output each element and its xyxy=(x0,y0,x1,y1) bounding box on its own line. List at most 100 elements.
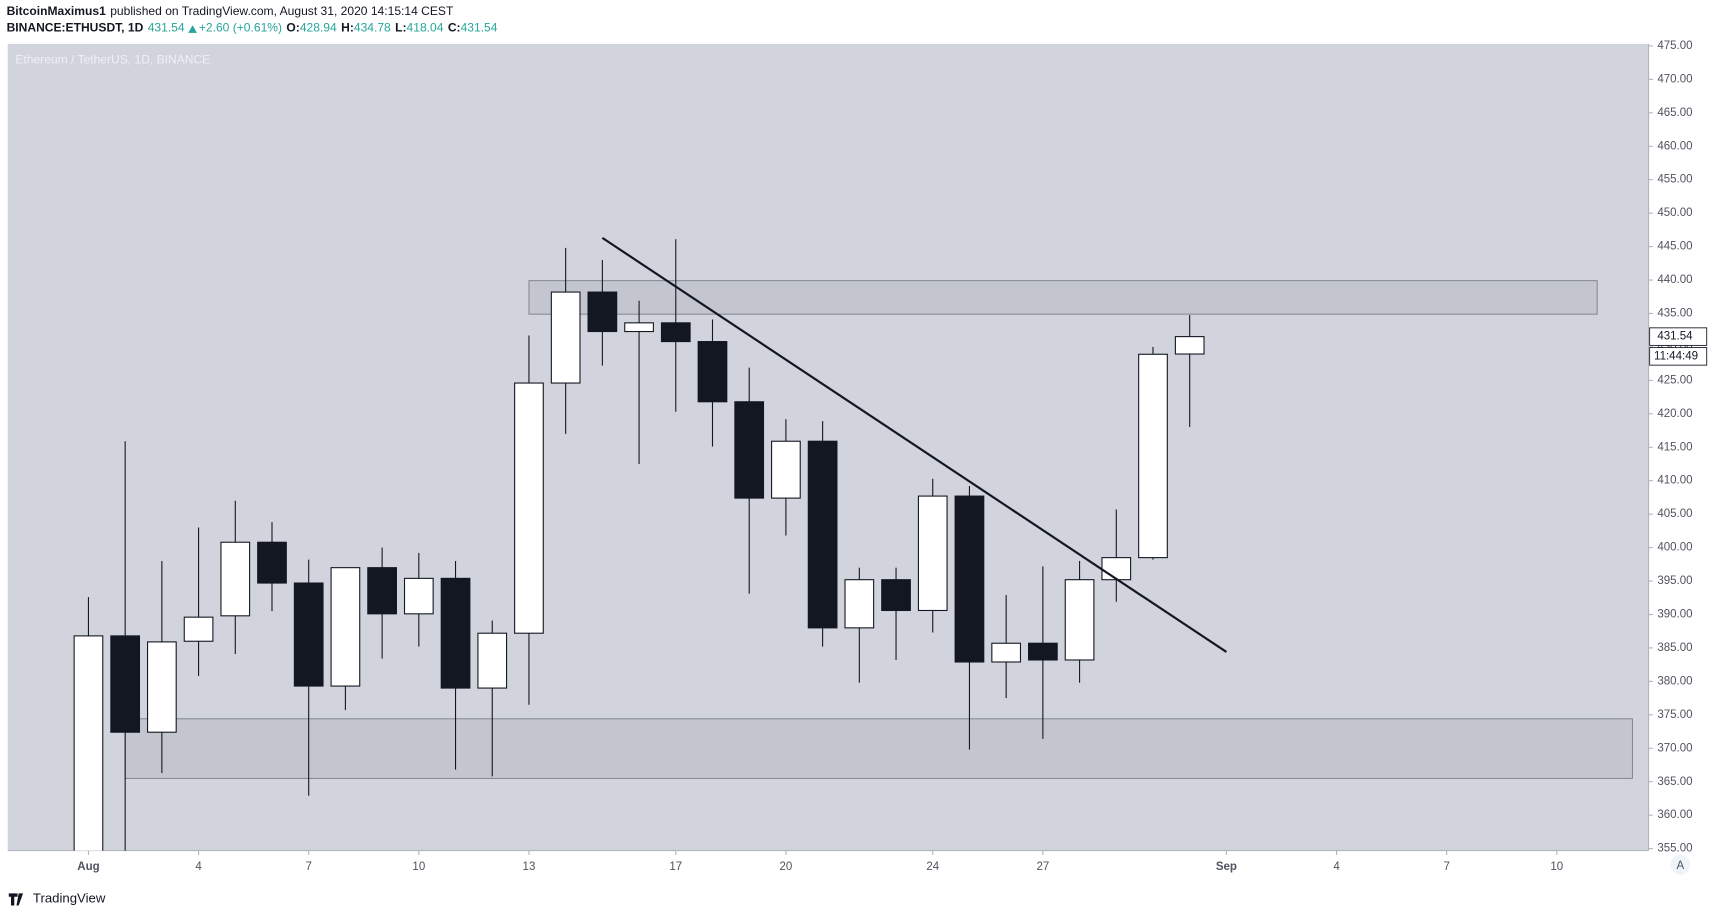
candle-body xyxy=(1101,557,1132,581)
y-tick-label: 360.00 xyxy=(1657,809,1692,821)
price-label: 431.54 xyxy=(1657,331,1693,343)
y-tick-label: 455.00 xyxy=(1657,174,1692,186)
candle-body xyxy=(991,642,1022,663)
change: +2.60 (+0.61%) xyxy=(199,21,282,35)
candle-body xyxy=(403,577,434,615)
y-tick-label: 385.00 xyxy=(1657,642,1692,654)
high-value: 434.78 xyxy=(354,21,391,35)
candle-body xyxy=(624,322,654,333)
x-tick-label: 17 xyxy=(669,861,682,873)
y-tick-label: 470.00 xyxy=(1657,73,1692,85)
candle-body xyxy=(293,582,324,687)
symbol-line: BINANCE:ETHUSDT, 1D 431.54 +2.60 (+0.61%) O… xyxy=(7,21,498,35)
y-tick-label: 420.00 xyxy=(1657,408,1692,420)
y-tick-label: 410.00 xyxy=(1657,475,1692,487)
y-tick-label: 445.00 xyxy=(1657,241,1692,253)
y-tick-label: 435.00 xyxy=(1657,308,1692,320)
y-tick-label: 460.00 xyxy=(1657,140,1692,152)
y-tick-label: 355.00 xyxy=(1657,843,1692,855)
x-tick-label: 24 xyxy=(926,861,939,873)
price-label-bg xyxy=(1649,327,1708,346)
candle-body xyxy=(954,495,985,663)
candle-body xyxy=(771,440,801,499)
y-tick-label: 390.00 xyxy=(1657,609,1692,621)
candle-body xyxy=(917,495,948,612)
y-tick-label: 395.00 xyxy=(1657,575,1692,587)
zone xyxy=(124,718,1633,779)
candle-body xyxy=(477,632,508,689)
candle-body xyxy=(367,567,397,615)
candle-body xyxy=(734,401,765,499)
y-tick-label: 365.00 xyxy=(1657,776,1692,788)
y-tick-label: 475.00 xyxy=(1657,40,1692,52)
plot xyxy=(73,236,1633,851)
x-tick-label: 20 xyxy=(780,861,793,873)
countdown-bg xyxy=(1649,347,1708,366)
candle-body xyxy=(1064,579,1095,661)
candle-body xyxy=(183,616,214,642)
candle-body xyxy=(660,322,691,343)
price-scale xyxy=(1648,43,1721,879)
candle-body xyxy=(1027,642,1058,661)
close-value: 431.54 xyxy=(461,21,498,35)
y-tick-label: 375.00 xyxy=(1657,709,1692,721)
brand: TradingView xyxy=(33,890,106,905)
candle-body xyxy=(587,291,618,333)
x-tick-label: 7 xyxy=(305,861,311,873)
y-tick-label: 400.00 xyxy=(1657,542,1692,554)
close-label: C: xyxy=(448,21,461,35)
candle-body xyxy=(330,567,361,687)
candle-body xyxy=(147,641,177,733)
x-tick-label: 10 xyxy=(1550,861,1563,873)
scale-button-bg xyxy=(1670,855,1691,875)
candle-body xyxy=(220,541,251,617)
candle-body xyxy=(73,635,104,851)
y-tick-label: 370.00 xyxy=(1657,742,1692,754)
open-label: O: xyxy=(286,21,299,35)
candle-body xyxy=(1138,353,1168,559)
candle-body xyxy=(1174,336,1205,355)
x-tick-label: Sep xyxy=(1216,861,1237,873)
watermark: Ethereum / TetherUS, 1D, BINANCE xyxy=(15,53,210,67)
y-tick-label: 405.00 xyxy=(1657,508,1692,520)
logo xyxy=(8,893,24,906)
candle-body xyxy=(881,579,911,612)
countdown: 11:44:49 xyxy=(1654,350,1698,362)
x-tick-label: 4 xyxy=(1333,861,1340,873)
zone xyxy=(528,280,1598,315)
last-price: 431.54 xyxy=(148,21,185,35)
x-tick-label: Aug xyxy=(77,861,99,873)
y-tick-label: 440.00 xyxy=(1657,274,1692,286)
header-line: BitcoinMaximus1 published on TradingView.… xyxy=(7,4,454,18)
symbol: BINANCE:ETHUSDT, 1D xyxy=(7,21,144,35)
open-value: 428.94 xyxy=(300,21,337,35)
candle-body xyxy=(257,541,287,584)
candle-body xyxy=(440,577,471,689)
low-label: L: xyxy=(395,21,406,35)
y-tick-label: 430.00 xyxy=(1657,341,1692,353)
up-arrow xyxy=(188,25,197,33)
scale-mode-button[interactable]: A xyxy=(1677,860,1685,872)
published: published on TradingView.com, August 31,… xyxy=(110,4,454,18)
y-tick-label: 450.00 xyxy=(1657,207,1692,219)
y-tick-label: 465.00 xyxy=(1657,107,1692,119)
candle-body xyxy=(807,440,838,629)
trendline xyxy=(601,236,1228,653)
candle-body xyxy=(697,341,728,403)
x-tick-label: 7 xyxy=(1443,861,1449,873)
author: BitcoinMaximus1 xyxy=(7,4,106,18)
x-tick-label: 4 xyxy=(195,861,202,873)
candle-body xyxy=(514,382,544,634)
y-tick-label: 380.00 xyxy=(1657,675,1692,687)
candle-body xyxy=(110,635,141,733)
low-value: 418.04 xyxy=(407,21,444,35)
x-tick-label: 10 xyxy=(412,861,425,873)
candle-body xyxy=(550,291,581,384)
x-tick-label: 13 xyxy=(523,861,536,873)
y-tick-label: 415.00 xyxy=(1657,441,1692,453)
y-tick-label: 425.00 xyxy=(1657,374,1692,386)
high-label: H: xyxy=(341,21,354,35)
x-tick-label: 27 xyxy=(1036,861,1049,873)
candle-body xyxy=(844,579,875,629)
